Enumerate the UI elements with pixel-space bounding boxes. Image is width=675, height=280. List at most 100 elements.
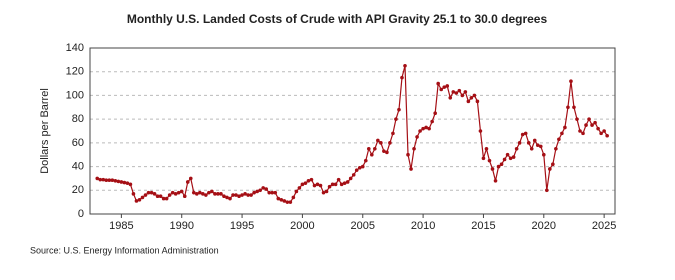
data-point	[101, 177, 106, 182]
data-point	[584, 123, 588, 127]
data-point	[418, 129, 422, 133]
data-point	[548, 167, 552, 171]
data-point	[267, 190, 272, 195]
data-point	[385, 150, 389, 155]
data-point	[421, 126, 425, 131]
data-point	[228, 196, 232, 201]
data-point	[140, 195, 145, 200]
data-point	[321, 190, 326, 195]
data-point	[258, 188, 262, 193]
x-tick-label: 1995	[230, 220, 254, 232]
data-point	[146, 190, 151, 195]
data-point	[427, 126, 431, 131]
data-point	[363, 158, 368, 163]
data-point	[590, 123, 594, 127]
y-tick-label: 80	[72, 113, 84, 125]
data-point	[511, 155, 516, 159]
data-point	[143, 193, 148, 197]
data-point	[523, 131, 528, 136]
data-point	[433, 111, 437, 116]
data-point	[406, 152, 410, 157]
data-point	[213, 192, 217, 196]
data-point	[517, 141, 522, 145]
data-point	[424, 125, 428, 130]
chart-title: Monthly U.S. Landed Costs of Crude with …	[127, 12, 548, 26]
data-point	[566, 105, 570, 110]
data-point	[529, 146, 534, 151]
data-point	[201, 192, 205, 196]
data-point	[249, 193, 253, 197]
data-point	[505, 152, 510, 157]
data-point	[563, 125, 567, 130]
data-point	[318, 183, 323, 188]
data-point	[188, 176, 193, 181]
data-point	[487, 158, 492, 163]
x-tick-label: 1985	[109, 220, 133, 232]
data-point	[297, 186, 302, 190]
data-point	[478, 129, 483, 133]
x-tick-label: 2020	[532, 220, 556, 232]
data-point	[360, 164, 365, 169]
data-point	[210, 189, 214, 194]
data-point	[526, 141, 531, 145]
data-point	[125, 181, 130, 185]
y-tick-label: 100	[66, 89, 84, 101]
data-point	[324, 189, 329, 194]
data-point	[315, 182, 320, 187]
data-point	[231, 193, 235, 197]
data-point	[237, 194, 241, 199]
data-point	[195, 192, 199, 196]
y-axis-label: Dollars per Barrel	[39, 88, 51, 174]
data-point	[119, 180, 124, 184]
data-point	[288, 200, 293, 204]
data-point	[496, 164, 501, 169]
data-point	[104, 178, 109, 183]
data-point	[179, 189, 184, 194]
data-point	[502, 157, 507, 162]
data-point	[451, 90, 456, 94]
data-point	[309, 177, 314, 182]
data-point	[327, 184, 332, 189]
data-point	[300, 182, 305, 187]
data-point	[572, 105, 576, 110]
data-point	[436, 81, 440, 86]
data-point	[204, 193, 208, 197]
data-point	[466, 99, 471, 104]
x-tick-label: 2015	[471, 220, 495, 232]
data-point	[560, 131, 564, 136]
data-point	[234, 193, 238, 197]
data-point	[152, 192, 157, 196]
data-point	[176, 190, 181, 195]
data-point	[403, 63, 407, 68]
data-point	[541, 152, 546, 157]
data-point	[499, 162, 504, 166]
x-tick-label: 2000	[290, 220, 314, 232]
data-point	[158, 194, 163, 199]
data-point	[161, 196, 166, 201]
data-point	[243, 192, 247, 196]
x-tick-label: 2025	[592, 220, 616, 232]
data-point	[98, 177, 103, 182]
data-point	[475, 99, 480, 104]
data-point	[587, 117, 591, 121]
x-tick-label: 2005	[351, 220, 375, 232]
data-point	[282, 199, 287, 203]
data-point	[255, 189, 259, 194]
data-point	[545, 188, 549, 193]
data-point	[336, 177, 341, 182]
data-point	[412, 146, 416, 151]
data-point	[493, 179, 498, 183]
data-point	[131, 192, 136, 196]
data-point	[182, 194, 187, 199]
data-point	[342, 181, 347, 185]
data-point	[605, 133, 609, 138]
data-point	[270, 190, 275, 195]
data-point	[382, 149, 386, 153]
data-point	[551, 162, 555, 166]
data-point	[207, 190, 211, 195]
data-point	[454, 91, 459, 95]
data-point	[463, 90, 468, 94]
data-point	[357, 165, 362, 170]
data-point	[391, 131, 395, 136]
